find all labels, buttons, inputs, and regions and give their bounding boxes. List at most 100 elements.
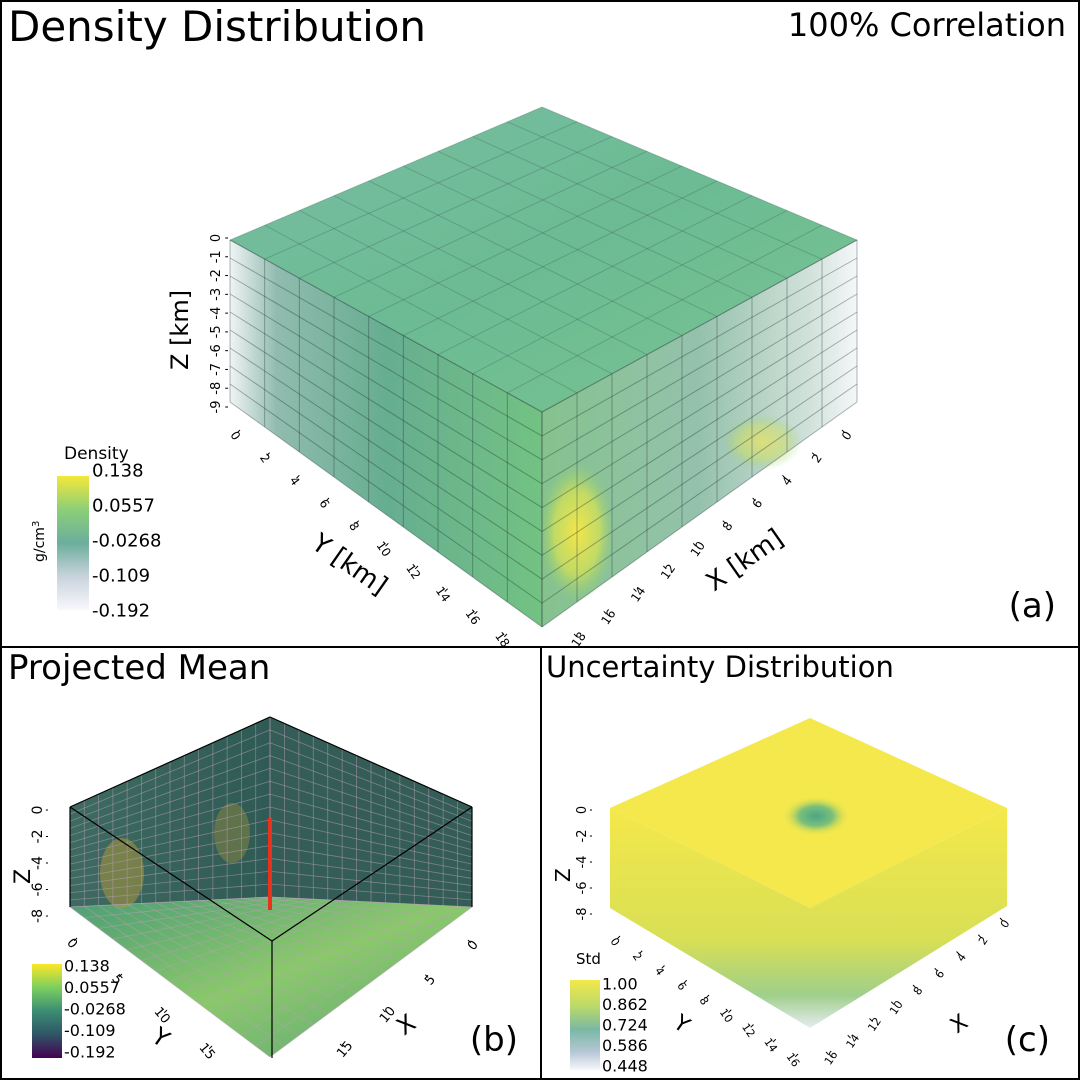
uncertainty-y-tick-mark	[750, 1024, 754, 1028]
projection-colorbar: 0.138 0.0557 -0.0268 -0.109 -0.192	[32, 957, 126, 1062]
uncertainty-x-tick-mark	[934, 967, 938, 972]
density-x-tick-label: 2	[809, 451, 825, 465]
uncertainty-colorbar-tick-label: 0.448	[602, 1057, 648, 1076]
projection-y-tick-label: 0	[63, 936, 80, 952]
density-x-tick-label: 4	[779, 474, 795, 488]
uncertainty-x-tick-mark	[825, 1051, 830, 1056]
grid-line	[299, 210, 613, 375]
density-y-tick-mark	[414, 565, 419, 570]
projection-z-tick-label: 0	[30, 806, 46, 815]
grid-line	[184, 900, 386, 972]
grid-line	[229, 239, 543, 413]
projection-colorbar-tick-label: 0.0557	[64, 978, 120, 997]
density-x-tick-label: 12	[658, 561, 678, 582]
density-x-tick-mark	[782, 474, 786, 479]
uncertainty-y-tick-label: 4	[652, 965, 667, 978]
projection-x-tick-mark	[339, 1043, 344, 1048]
grid-line	[229, 106, 543, 241]
density-x-tick-label: 10	[688, 539, 708, 560]
uncertainty-x-tick-label: 10	[887, 998, 906, 1017]
uncertainty-y-tick-label: 8	[697, 994, 712, 1007]
grid-line	[403, 165, 718, 317]
uncertainty-x-tick-mark	[956, 951, 960, 955]
density-y-tick-label: 8	[346, 519, 362, 533]
uncertainty-z-tick-label: -8	[575, 908, 590, 921]
projection-y-tick-mark	[163, 1009, 168, 1014]
uncertainty-x-tick-label: 0	[998, 917, 1013, 930]
volume-left-face	[230, 240, 542, 627]
density-y-tick-mark	[444, 588, 449, 592]
density-y-tick-label: 16	[462, 607, 482, 628]
density-y-tick-mark	[355, 520, 360, 524]
projection-x-tick-mark	[382, 1008, 386, 1013]
grid-line	[269, 870, 473, 894]
projection-x-tick-label: 5	[422, 972, 439, 988]
grid-line	[241, 905, 444, 1036]
uncertainty-y-tick-label: 2	[630, 950, 645, 963]
uncertainty-x-tick-label: 12	[865, 1015, 884, 1034]
grid-line	[437, 150, 753, 298]
density-y-tick-mark	[474, 610, 478, 615]
density-y-tick-mark	[296, 474, 300, 479]
projection-x-tick-mark	[424, 974, 429, 978]
density-x-tick-label: 18	[569, 629, 589, 646]
projection-panel-tag: (b)	[469, 1020, 518, 1060]
grid-line	[269, 806, 473, 858]
projection-y-tick-label: 15	[196, 1041, 218, 1063]
projection-x-tick-label: 15	[334, 1039, 356, 1061]
projection-colorbar-tick-label: -0.109	[64, 1021, 116, 1040]
density-x-tick-mark	[722, 520, 727, 524]
grid-line	[269, 896, 473, 908]
panel-uncertainty-distribution: Uncertainty Distribution 16 14 12 10 8 6 4 2 0	[540, 646, 1080, 1080]
grid-line	[299, 136, 613, 279]
uncertainty-colorbar-tick-label: 1.00	[602, 975, 638, 994]
grid-line	[69, 896, 271, 908]
volume-top-face	[230, 107, 857, 412]
grid-line	[229, 347, 543, 556]
density-colorbar-tick-label: 0.0557	[92, 495, 155, 516]
projection-x-tick-mark	[467, 939, 472, 944]
uncertainty-x-tick-label: 16	[822, 1049, 841, 1068]
density-x-tick-mark	[573, 633, 578, 638]
uncertainty-panel-tag: (c)	[1004, 1020, 1050, 1060]
density-z-tick-label: -7	[209, 363, 224, 376]
grid-line	[264, 224, 578, 394]
grid-line	[229, 311, 543, 508]
density-x-tick-mark	[692, 542, 697, 547]
projection-colorbar-gradient	[32, 964, 62, 1058]
grid-line	[541, 293, 858, 485]
grid-line	[69, 845, 271, 879]
grid-line	[198, 903, 401, 1004]
density-z-tick-label: -6	[209, 344, 224, 357]
uncertainty-y-tick-label: 16	[784, 1051, 803, 1070]
projection-y-tick-mark	[73, 937, 78, 942]
grid-line	[269, 832, 473, 872]
density-x-tick-label: 6	[749, 497, 765, 511]
uncertainty-z-tick-label: -2	[575, 830, 590, 843]
projection-floor	[70, 897, 472, 1057]
grid-line	[368, 165, 683, 317]
density-x-tick-mark	[603, 610, 607, 615]
uncertainty-volume	[610, 718, 1007, 1028]
density-z-tick-label: -2	[209, 269, 224, 282]
uncertainty-y-tick-mark	[683, 979, 688, 984]
density-x-tick-label: 16	[598, 607, 618, 628]
uncertainty-x-tick-label: 4	[954, 951, 969, 964]
density-x-tick-label: 8	[720, 519, 736, 533]
grid-line	[507, 224, 823, 394]
uncertainty-y-tick-mark	[616, 935, 621, 940]
projected-mean-title: Projected Mean	[8, 648, 271, 688]
grid-line	[169, 901, 372, 983]
projection-z-tick-label: -4	[30, 856, 46, 870]
density-z-tick-label: 0	[209, 234, 224, 242]
uncertainty-x-tick-label: 2	[976, 934, 991, 947]
grid-line	[69, 858, 271, 886]
uncertainty-z-tick-label: -6	[575, 882, 590, 895]
uncertainty-y-tick-mark	[639, 950, 643, 954]
projection-hot-spot-right	[214, 803, 250, 863]
uncertainty-x-tick-mark	[999, 917, 1004, 922]
grid-line	[229, 329, 543, 532]
density-grid	[229, 106, 858, 628]
